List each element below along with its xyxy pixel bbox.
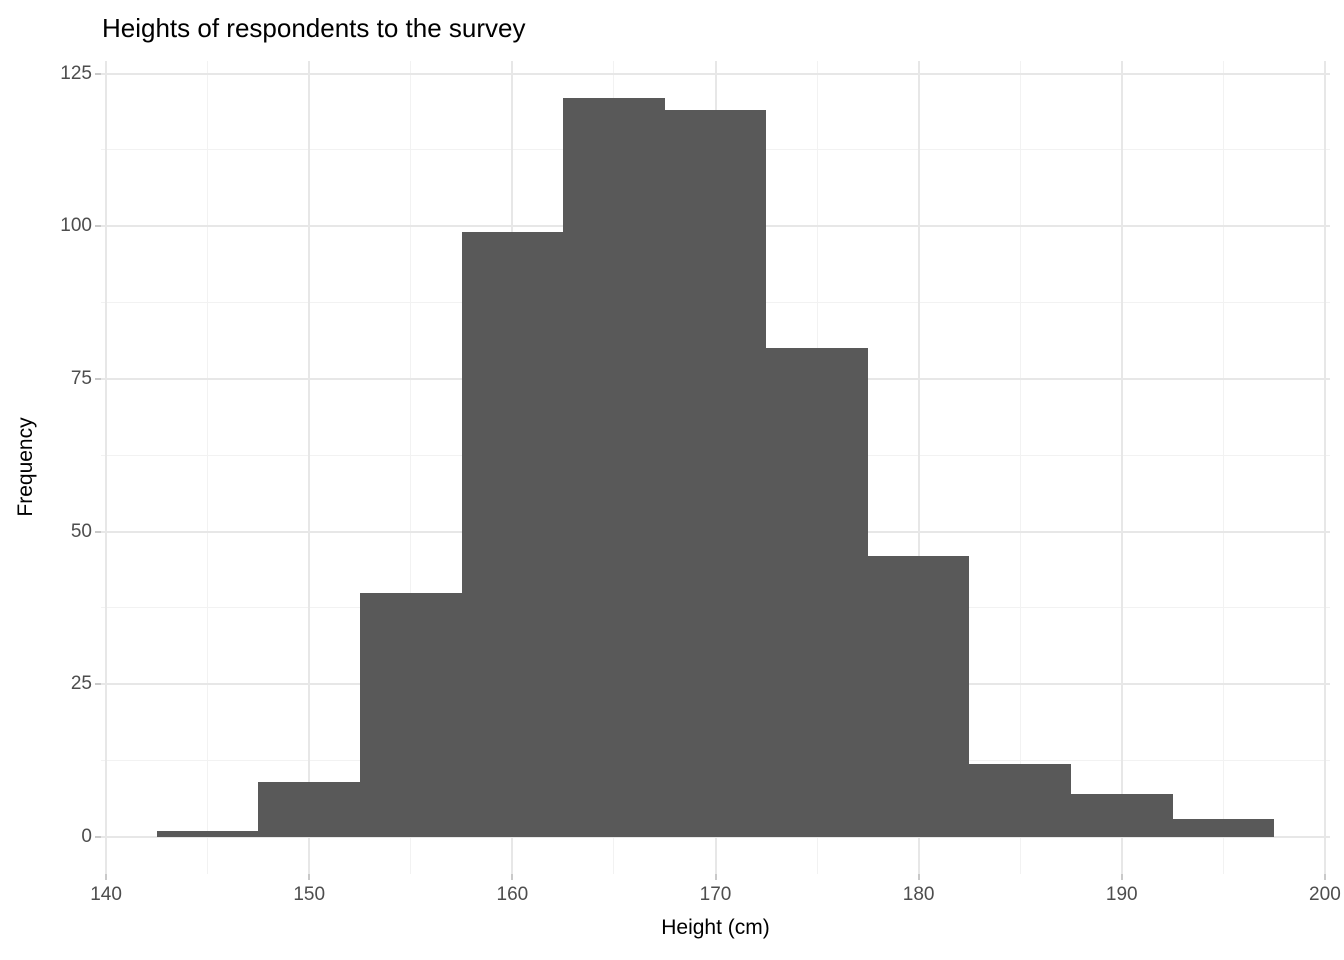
x-tick-mark xyxy=(917,874,920,880)
histogram-bar xyxy=(563,97,665,838)
histogram-bar xyxy=(461,232,564,838)
x-tick-mark xyxy=(308,874,311,880)
x-axis-title: Height (cm) xyxy=(661,916,770,939)
x-tick-label: 150 xyxy=(293,884,326,905)
histogram-bar xyxy=(1070,794,1173,838)
histogram-bar xyxy=(867,556,970,838)
y-tick-mark xyxy=(95,72,101,75)
histogram-bar xyxy=(258,782,360,838)
histogram-bar xyxy=(360,592,462,838)
x-tick-mark xyxy=(1323,874,1326,880)
x-gridline-minor xyxy=(410,61,412,874)
y-tick-mark xyxy=(95,683,101,686)
x-gridline-major xyxy=(1323,61,1326,874)
x-tick-mark xyxy=(1120,874,1123,880)
y-tick-label: 0 xyxy=(81,826,92,848)
x-tick-mark xyxy=(511,874,514,880)
x-gridline-minor xyxy=(1019,61,1021,874)
y-tick-mark xyxy=(95,225,101,228)
y-tick-label: 125 xyxy=(60,62,92,84)
y-tick-label: 75 xyxy=(70,367,92,389)
histogram-bar xyxy=(766,348,868,838)
y-tick-label: 50 xyxy=(70,520,92,542)
x-tick-label: 170 xyxy=(699,884,732,905)
x-tick-label: 180 xyxy=(902,884,935,905)
y-tick-label: 100 xyxy=(60,215,92,237)
histogram-bar xyxy=(156,830,259,838)
x-tick-label: 160 xyxy=(496,884,529,905)
y-tick-mark xyxy=(95,377,101,380)
x-gridline-major xyxy=(105,61,108,874)
y-tick-mark xyxy=(95,836,101,839)
plot-panel xyxy=(101,61,1330,874)
x-gridline-minor xyxy=(1222,61,1224,874)
x-gridline-major xyxy=(308,61,311,874)
y-axis-title: Frequency xyxy=(14,417,37,517)
x-gridline-major xyxy=(1120,61,1123,874)
x-gridline-major xyxy=(917,61,920,874)
x-tick-mark xyxy=(105,874,108,880)
x-tick-label: 190 xyxy=(1105,884,1138,905)
histogram-bar xyxy=(664,110,767,838)
y-tick-mark xyxy=(95,530,101,533)
histogram-bar xyxy=(969,763,1071,838)
x-gridline-minor xyxy=(207,61,209,874)
histogram-bar xyxy=(1172,818,1275,838)
y-tick-label: 25 xyxy=(70,673,92,695)
x-tick-label: 140 xyxy=(90,884,122,905)
plot-title: Heights of respondents to the survey xyxy=(102,13,526,43)
x-tick-label: 200 xyxy=(1309,884,1341,905)
x-tick-mark xyxy=(714,874,717,880)
